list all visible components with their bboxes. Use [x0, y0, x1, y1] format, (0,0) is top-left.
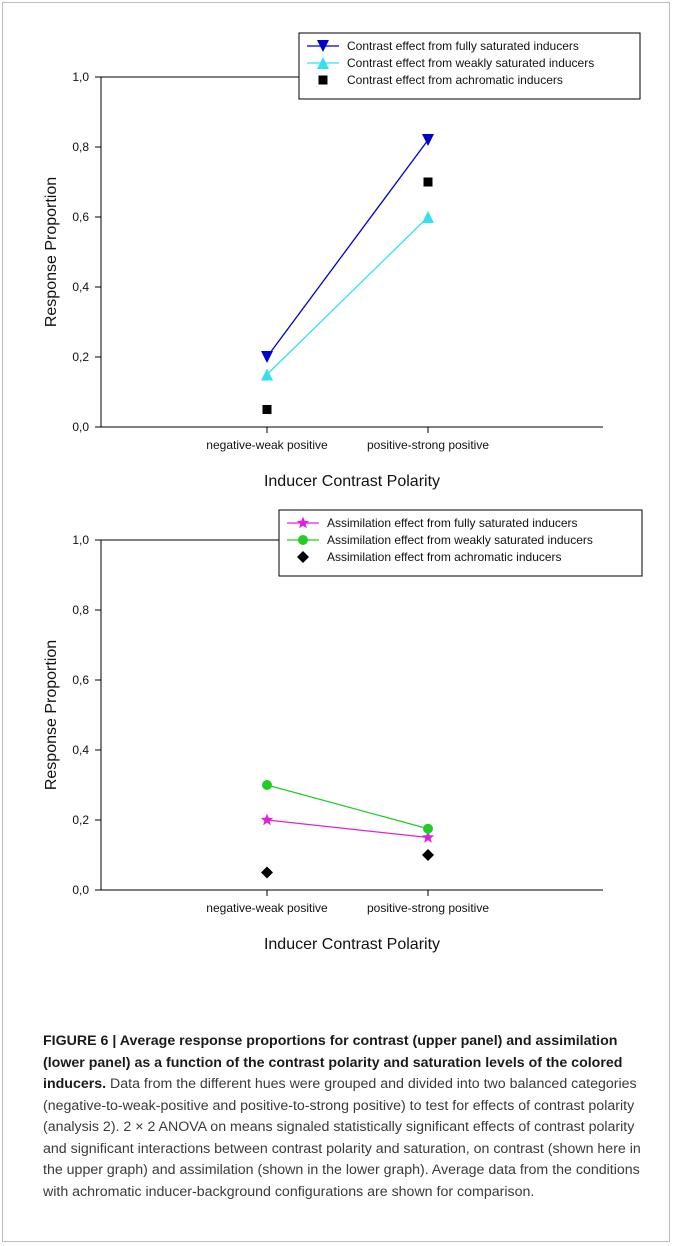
y-tick-label: 0,6 [72, 673, 89, 687]
data-point [423, 177, 433, 187]
y-tick-label: 1,0 [72, 533, 89, 547]
y-tick-label: 0,4 [72, 280, 89, 294]
y-tick-label: 0,8 [72, 603, 89, 617]
y-tick-label: 0,6 [72, 210, 89, 224]
data-point [421, 831, 435, 843]
legend-label: Assimilation effect from fully saturated… [327, 516, 578, 530]
series-line [266, 139, 429, 358]
x-axis-title: Inducer Contrast Polarity [264, 473, 440, 490]
caption-body: Data from the different hues were groupe… [43, 1076, 641, 1200]
y-axis-title: Response Proportion [43, 177, 60, 327]
data-point [260, 813, 274, 826]
data-point [261, 368, 273, 381]
legend-marker [296, 516, 310, 529]
data-point [261, 351, 273, 363]
legend: Assimilation effect from fully saturated… [278, 509, 643, 577]
upper-panel-chart: 0,0 0,2 0,4 0,6 0,8 1,0 negative-weak positive… [43, 32, 641, 490]
legend-label: Assimilation effect from achromatic indu… [327, 550, 562, 564]
legend-box [278, 509, 643, 577]
y-tick-label: 1,0 [72, 70, 89, 84]
x-tick-label: positive-strong positive [367, 901, 489, 915]
data-point [422, 849, 434, 861]
x-tick-label: negative-weak positive [206, 901, 328, 915]
y-tick-label: 0,8 [72, 140, 89, 154]
x-tick-label: positive-strong positive [367, 438, 489, 452]
legend-marker [297, 551, 309, 563]
data-point [262, 780, 272, 790]
caption-figure-label: FIGURE 6 | Average response proportions … [43, 1033, 623, 1092]
y-tick-label: 0,2 [72, 350, 89, 364]
legend-box [298, 32, 641, 100]
y-tick-label: 0,4 [72, 743, 89, 757]
x-axis-title: Inducer Contrast Polarity [264, 936, 440, 953]
lower-panel-chart: 0,0 0,2 0,4 0,6 0,8 1,0 negative-weak positive… [43, 509, 643, 953]
legend-marker [318, 75, 328, 85]
figure-caption: FIGURE 6 | Average response proportions … [43, 1031, 643, 1203]
y-tick-label: 0,2 [72, 813, 89, 827]
x-tick-label: negative-weak positive [206, 438, 328, 452]
series-line [266, 819, 429, 839]
legend-label: Contrast effect from achromatic inducers [347, 73, 563, 87]
legend-label: Contrast effect from fully saturated ind… [347, 39, 579, 53]
y-tick-label: 0,0 [72, 883, 89, 897]
legend-label: Assimilation effect from weakly saturate… [327, 533, 593, 547]
legend-marker [298, 535, 308, 545]
legend: Contrast effect from fully saturated ind… [298, 32, 641, 100]
legend-marker [317, 40, 329, 52]
data-point [422, 211, 434, 223]
legend-marker [317, 57, 329, 69]
data-point [422, 134, 434, 146]
data-point [261, 866, 273, 879]
data-point [423, 823, 433, 834]
series-line [266, 784, 429, 830]
series-line [266, 216, 429, 375]
y-axis-title: Response Proportion [43, 640, 60, 790]
legend-label: Contrast effect from weakly saturated in… [347, 56, 594, 70]
y-tick-label: 0,0 [72, 420, 89, 434]
data-point [262, 405, 272, 414]
